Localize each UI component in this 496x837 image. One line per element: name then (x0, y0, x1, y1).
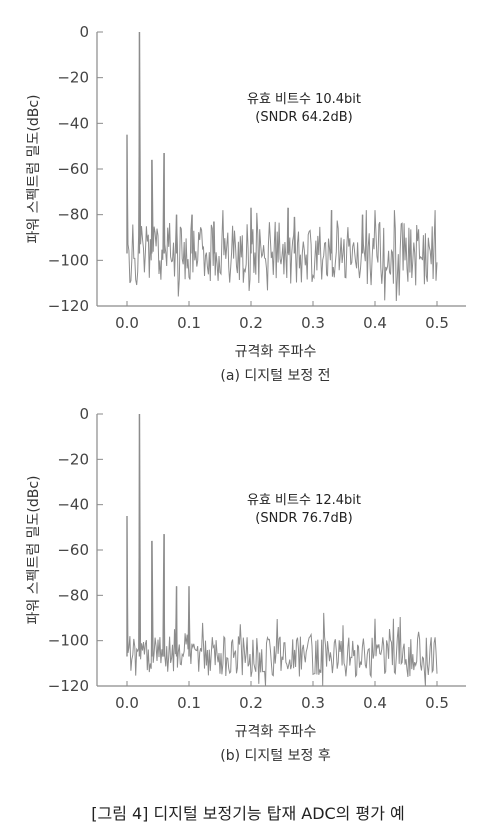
annotation-sndr: (SNDR 64.2dB) (255, 110, 352, 125)
y-tick-label: −100 (48, 632, 89, 650)
y-tick-label: −60 (57, 541, 89, 559)
x-tick-label: 0.5 (425, 314, 449, 332)
y-axis-label: 파워 스펙트럼 밀도(dBc) (26, 475, 42, 624)
x-axis-label: 규격화 주파수 (235, 724, 317, 740)
x-tick-label: 0.1 (177, 314, 201, 332)
x-tick-label: 0.0 (115, 694, 139, 712)
x-tick-label: 0.3 (301, 694, 325, 712)
psd-chart-after-svg: 0 −20 −40 −60 −80 −100 −120 0.0 0.1 0.2 0.3 0.4 0.5 파… (26, 405, 466, 764)
y-tick-label: −80 (57, 586, 89, 604)
x-tick-label: 0.3 (301, 314, 325, 332)
y-tick-label: −40 (57, 114, 89, 132)
chart-subtitle: (b) 디지털 보정 후 (220, 748, 331, 764)
y-tick-label: −80 (57, 206, 89, 224)
y-tick-label: −60 (57, 160, 89, 178)
y-tick-label: 0 (79, 405, 89, 423)
figure-caption: [그림 4] 디지털 보정기능 탑재 ADC의 평가 예 (91, 804, 405, 823)
psd-chart-before-svg: 0 −20 −40 −60 −80 −100 −120 0.0 0.1 0.2 0.3 0.4 0.5 파… (26, 23, 466, 384)
chart-subtitle: (a) 디지털 보정 전 (220, 368, 330, 384)
x-tick-label: 0.5 (425, 694, 449, 712)
psd-chart-before: 0 −20 −40 −60 −80 −100 −120 0.0 0.1 0.2 0.3 0.4 0.5 파… (0, 0, 496, 390)
x-tick-label: 0.0 (115, 314, 139, 332)
x-axis-label: 규격화 주파수 (235, 344, 317, 360)
x-tick-label: 0.1 (177, 694, 201, 712)
annotation-sndr: (SNDR 76.7dB) (255, 511, 352, 526)
y-tick-label: −120 (48, 677, 89, 695)
annotation-enob: 유효 비트수 10.4bit (247, 92, 361, 107)
y-tick-label: 0 (79, 23, 89, 41)
y-tick-label: −20 (57, 69, 89, 87)
x-tick-label: 0.4 (363, 314, 387, 332)
psd-chart-after: 0 −20 −40 −60 −80 −100 −120 0.0 0.1 0.2 0.3 0.4 0.5 파… (0, 398, 496, 770)
y-tick-label: −120 (48, 297, 89, 315)
x-tick-label: 0.4 (363, 694, 387, 712)
annotation-enob: 유효 비트수 12.4bit (247, 493, 361, 508)
x-tick-label: 0.2 (239, 314, 263, 332)
y-axis-label: 파워 스펙트럼 밀도(dBc) (26, 94, 42, 243)
y-tick-label: −100 (48, 251, 89, 269)
spectrum-trace (126, 413, 438, 687)
y-tick-label: −20 (57, 450, 89, 468)
x-tick-label: 0.2 (239, 694, 263, 712)
spectrum-trace (126, 31, 438, 302)
y-tick-label: −40 (57, 496, 89, 514)
